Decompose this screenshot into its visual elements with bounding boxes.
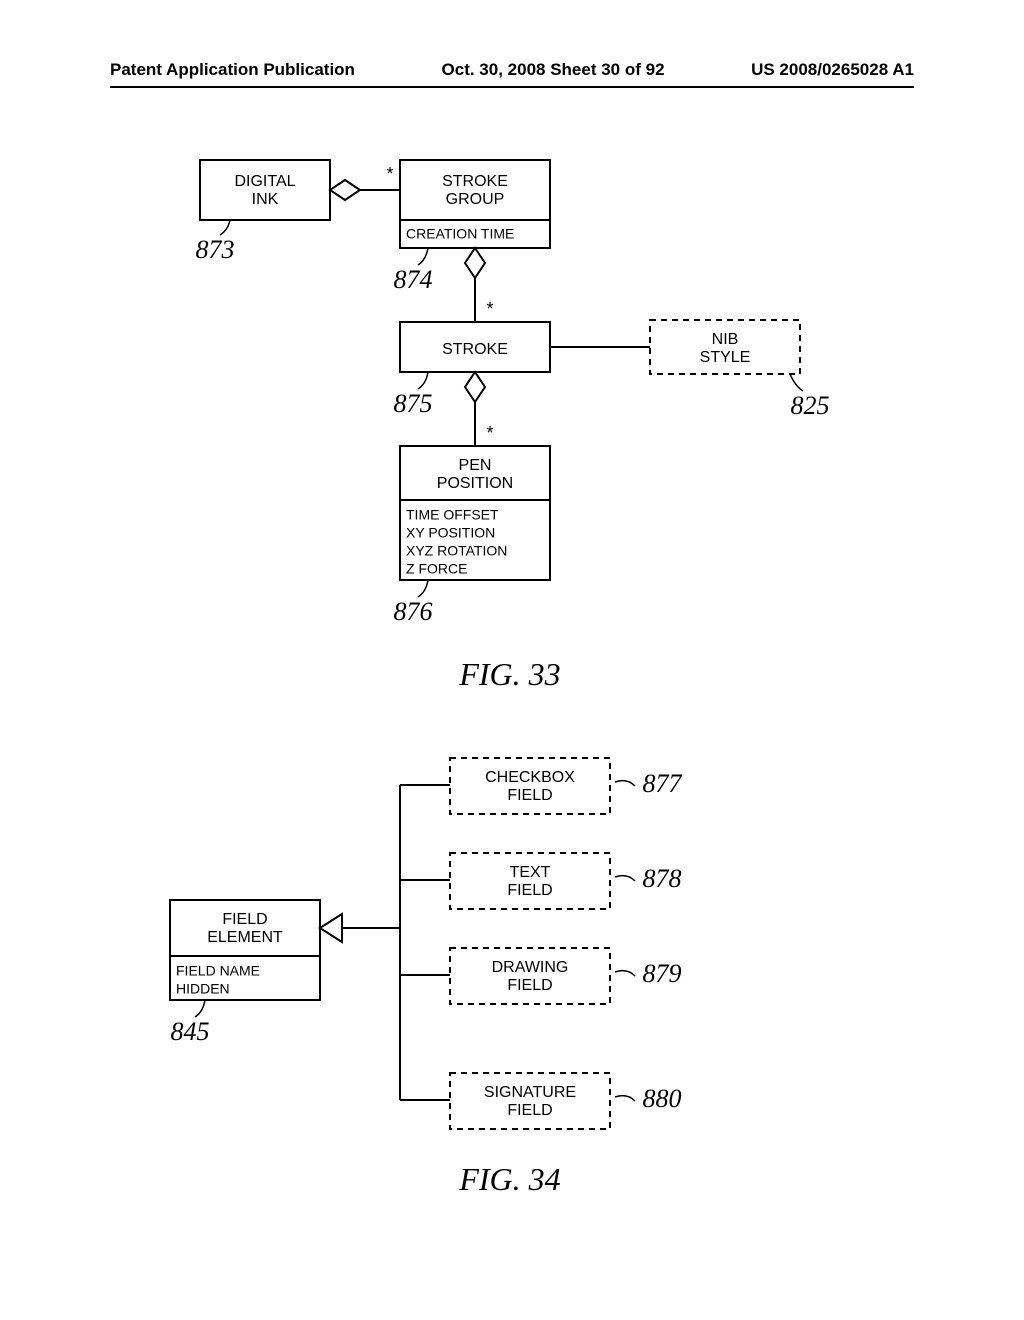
svg-text:SIGNATURE: SIGNATURE (484, 1084, 576, 1101)
ref-876: 876 (394, 597, 433, 626)
svg-text:*: * (486, 423, 493, 443)
svg-text:INK: INK (252, 191, 279, 208)
svg-text:TEXT: TEXT (510, 864, 551, 881)
fig-33-svg: DIGITAL INK 873 STROKE GROUP CREATION TI… (110, 130, 930, 700)
ref-845: 845 (171, 1017, 210, 1046)
checkbox-field-node: CHECKBOX FIELD 877 (400, 758, 683, 814)
svg-text:ELEMENT: ELEMENT (207, 929, 283, 946)
ref-878: 878 (643, 864, 682, 893)
drawing-field-node: DRAWING FIELD 879 (400, 948, 682, 1004)
svg-text:FIELD: FIELD (507, 882, 552, 899)
ref-873: 873 (196, 235, 235, 264)
svg-text:FIELD: FIELD (507, 977, 552, 994)
digital-ink-node: DIGITAL INK 873 (196, 160, 331, 264)
svg-text:*: * (386, 164, 393, 184)
svg-text:CREATION TIME: CREATION TIME (406, 226, 514, 242)
page-header: Patent Application Publication Oct. 30, … (110, 60, 914, 88)
ref-877: 877 (643, 769, 683, 798)
svg-text:STYLE: STYLE (700, 349, 751, 366)
header-center: Oct. 30, 2008 Sheet 30 of 92 (442, 60, 665, 80)
svg-text:STROKE: STROKE (442, 173, 508, 190)
svg-text:GROUP: GROUP (446, 191, 505, 208)
ref-874: 874 (394, 265, 433, 294)
svg-text:PEN: PEN (459, 457, 492, 474)
inheritance-triangle (320, 914, 400, 942)
svg-text:TIME OFFSET: TIME OFFSET (406, 507, 499, 523)
header-right: US 2008/0265028 A1 (751, 60, 914, 80)
svg-text:STROKE: STROKE (442, 341, 508, 358)
edge-group-stroke: * (465, 248, 494, 322)
svg-text:DIGITAL: DIGITAL (234, 173, 295, 190)
svg-text:NIB: NIB (712, 331, 739, 348)
signature-field-node: SIGNATURE FIELD 880 (400, 1073, 682, 1129)
edge-stroke-pen: * (465, 372, 494, 446)
fig-34-svg: FIELD ELEMENT FIELD NAME HIDDEN 845 CHEC… (110, 730, 930, 1250)
fig34-label: FIG. 34 (458, 1161, 560, 1197)
fig33-label: FIG. 33 (458, 656, 560, 692)
ref-880: 880 (643, 1084, 682, 1113)
stroke-node: STROKE 875 (394, 322, 551, 418)
svg-text:FIELD NAME: FIELD NAME (176, 963, 260, 979)
text-field-node: TEXT FIELD 878 (400, 853, 682, 909)
nib-style-node: NIB STYLE 825 (650, 320, 830, 420)
svg-text:DRAWING: DRAWING (492, 959, 569, 976)
header-left: Patent Application Publication (110, 60, 355, 80)
svg-text:HIDDEN: HIDDEN (176, 981, 230, 997)
pen-position-node: PEN POSITION TIME OFFSET XY POSITION XYZ… (394, 446, 551, 626)
svg-text:XYZ ROTATION: XYZ ROTATION (406, 543, 507, 559)
edge-ink-group: * (330, 164, 400, 200)
svg-text:*: * (486, 299, 493, 319)
svg-text:XY POSITION: XY POSITION (406, 525, 495, 541)
svg-text:CHECKBOX: CHECKBOX (485, 769, 575, 786)
svg-text:FIELD: FIELD (222, 911, 267, 928)
ref-879: 879 (643, 959, 682, 988)
svg-text:FIELD: FIELD (507, 1102, 552, 1119)
ref-825: 825 (791, 391, 830, 420)
svg-text:POSITION: POSITION (437, 475, 513, 492)
svg-text:Z FORCE: Z FORCE (406, 561, 467, 577)
ref-875: 875 (394, 389, 433, 418)
field-element-node: FIELD ELEMENT FIELD NAME HIDDEN 845 (170, 900, 320, 1046)
svg-text:FIELD: FIELD (507, 787, 552, 804)
